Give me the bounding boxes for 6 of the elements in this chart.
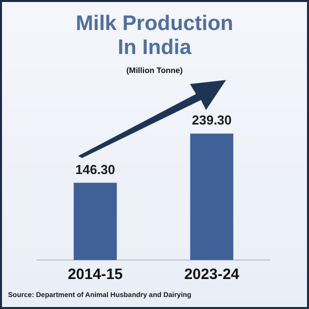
data-label: 239.30 — [192, 112, 232, 128]
chart-subtitle: (Million Tonne) — [125, 66, 184, 75]
chart-title: Milk Production In India — [74, 12, 234, 60]
data-label: 146.30 — [75, 162, 116, 177]
x-tick-label: 2023-24 — [184, 266, 240, 284]
x-tick-label: 2014-15 — [68, 266, 123, 284]
